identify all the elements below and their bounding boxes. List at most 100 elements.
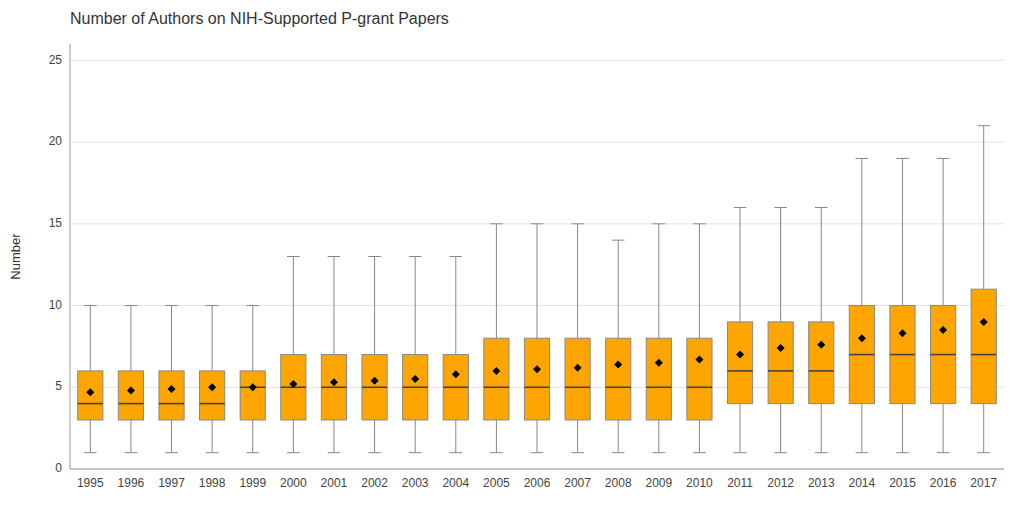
upper-cap (246, 305, 259, 306)
mean-marker (736, 351, 744, 359)
box (159, 371, 184, 420)
grid-line (70, 142, 1004, 143)
box-group (646, 224, 671, 453)
lower-cap (896, 452, 909, 453)
box-group (849, 158, 874, 452)
mean-marker (330, 378, 338, 386)
lower-whisker (780, 404, 781, 453)
mean-marker (939, 326, 947, 334)
box (200, 371, 225, 420)
upper-cap (693, 223, 706, 224)
lower-cap (449, 452, 462, 453)
x-tick-label: 2010 (686, 476, 713, 490)
lower-cap (490, 452, 503, 453)
upper-cap (937, 158, 950, 159)
mean-marker (695, 355, 703, 363)
y-tick-label: 5 (55, 379, 62, 393)
box (849, 306, 874, 404)
y-tick-label: 10 (49, 298, 63, 312)
mean-marker (614, 360, 622, 368)
box-group (321, 257, 346, 453)
box-group (443, 257, 468, 453)
x-tick-label: 2017 (970, 476, 997, 490)
x-tick-label: 2015 (889, 476, 916, 490)
lower-whisker (658, 420, 659, 453)
x-tick-label: 2004 (442, 476, 469, 490)
mean-marker (533, 365, 541, 373)
lower-cap (206, 452, 219, 453)
box (118, 371, 143, 420)
upper-cap (449, 256, 462, 257)
box-group (890, 158, 915, 452)
box (240, 371, 265, 420)
mean-marker (898, 329, 906, 337)
median-line (78, 403, 103, 405)
lower-whisker (496, 420, 497, 453)
upper-cap (774, 207, 787, 208)
box (687, 338, 712, 420)
x-tick-label: 2006 (524, 476, 551, 490)
mean-marker (208, 383, 216, 391)
box (727, 322, 752, 404)
mean-marker (371, 377, 379, 385)
lower-cap (774, 452, 787, 453)
lower-whisker (740, 404, 741, 453)
box (524, 338, 549, 420)
box (78, 371, 103, 420)
lower-cap (84, 452, 97, 453)
lower-whisker (943, 404, 944, 453)
lower-whisker (130, 420, 131, 453)
upper-cap (815, 207, 828, 208)
upper-whisker (252, 306, 253, 371)
lower-whisker (333, 420, 334, 453)
median-line (565, 386, 590, 388)
y-axis-label: Number (8, 233, 23, 280)
upper-whisker (212, 306, 213, 371)
lower-whisker (537, 420, 538, 453)
lower-cap (815, 452, 828, 453)
mean-marker (574, 364, 582, 372)
box (930, 306, 955, 404)
box (890, 306, 915, 404)
upper-cap (531, 223, 544, 224)
box-group (565, 224, 590, 453)
box-group (484, 224, 509, 453)
x-tick-label: 2007 (564, 476, 591, 490)
mean-marker (858, 334, 866, 342)
x-tick-label: 2000 (280, 476, 307, 490)
lower-whisker (90, 420, 91, 453)
mean-marker (86, 388, 94, 396)
box-group (78, 306, 103, 453)
lower-cap (977, 452, 990, 453)
median-line (200, 403, 225, 405)
x-tick-label: 2001 (321, 476, 348, 490)
median-line (403, 386, 428, 388)
lower-cap (409, 452, 422, 453)
box (484, 338, 509, 420)
upper-cap (84, 305, 97, 306)
upper-whisker (658, 224, 659, 338)
box-group (930, 158, 955, 452)
box-group (362, 257, 387, 453)
upper-cap (328, 256, 341, 257)
median-line (443, 386, 468, 388)
lower-cap (287, 452, 300, 453)
mean-marker (655, 359, 663, 367)
median-line (890, 354, 915, 356)
upper-cap (896, 158, 909, 159)
box (443, 355, 468, 420)
median-line (524, 386, 549, 388)
lower-whisker (902, 404, 903, 453)
upper-cap (612, 240, 625, 241)
box (403, 355, 428, 420)
upper-whisker (333, 257, 334, 355)
x-tick-label: 2016 (930, 476, 957, 490)
box-group (403, 257, 428, 453)
x-tick-label: 2003 (402, 476, 429, 490)
y-tick-label: 15 (49, 216, 63, 230)
mean-marker (168, 385, 176, 393)
upper-whisker (740, 207, 741, 321)
upper-whisker (496, 224, 497, 338)
x-tick-label: 2011 (727, 476, 753, 490)
upper-cap (653, 223, 666, 224)
